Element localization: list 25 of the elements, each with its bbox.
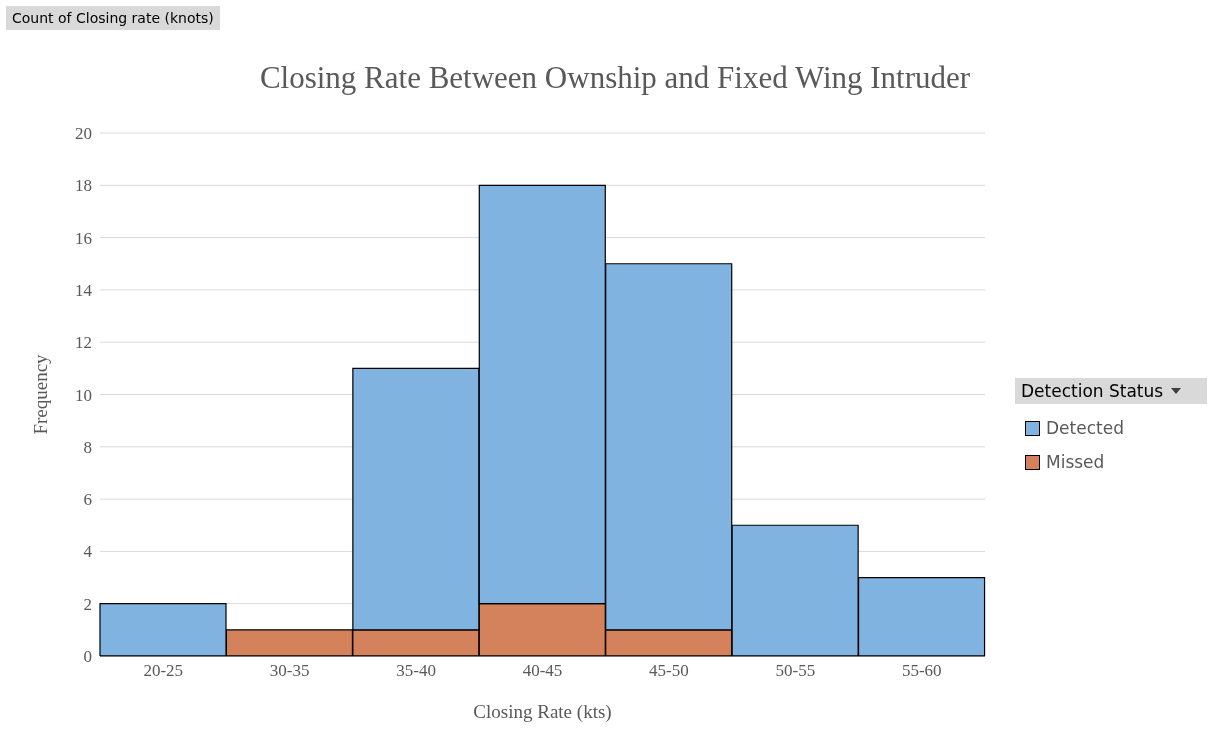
text: Count of Closing rate (knots) bbox=[6, 6, 220, 30]
y-tick-label: 18 bbox=[75, 176, 92, 196]
legend-label: Missed bbox=[1046, 452, 1105, 472]
x-tick-label: 40-45 bbox=[522, 661, 563, 681]
chart-title: Closing Rate Between Ownship and Fixed Wing Intruder bbox=[258, 60, 972, 96]
y-tick-label: 20 bbox=[75, 124, 92, 144]
y-tick-label: 16 bbox=[75, 228, 92, 248]
y-tick-label: 12 bbox=[75, 333, 92, 353]
x-tick-label: 30-35 bbox=[269, 661, 310, 681]
legend-label: Detected bbox=[1046, 418, 1124, 438]
x-tick-label: 20-25 bbox=[143, 661, 184, 681]
x-tick-label: 55-60 bbox=[901, 661, 942, 681]
y-tick-label: 8 bbox=[83, 437, 92, 457]
x-tick-label: 45-50 bbox=[649, 661, 689, 681]
y-tick-label: 4 bbox=[83, 542, 93, 562]
y-tick-label: 2 bbox=[83, 594, 92, 614]
y-tick-label: 14 bbox=[75, 280, 93, 300]
legend-title: Detection Status bbox=[1021, 381, 1164, 401]
x-tick-label: 35-40 bbox=[396, 661, 436, 681]
x-tick-label: 50-55 bbox=[775, 661, 816, 681]
x-axis-title: Closing Rate (kts) bbox=[473, 701, 612, 723]
y-tick-label: 6 bbox=[83, 490, 92, 510]
y-tick-label: 0 bbox=[83, 647, 92, 667]
y-tick-label: 10 bbox=[75, 385, 92, 405]
y-axis-title: Frequency bbox=[29, 353, 51, 435]
